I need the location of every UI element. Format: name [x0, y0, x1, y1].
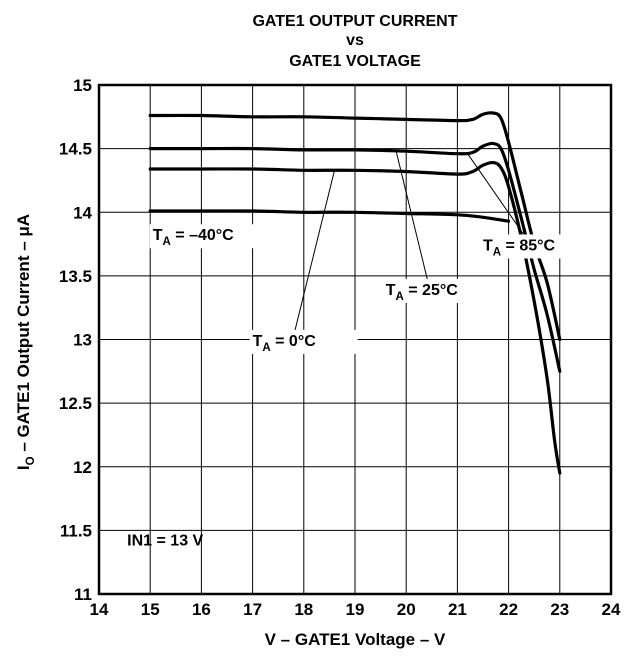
- annotation-label-sub: A: [262, 342, 270, 354]
- annotation-backdrop: [480, 234, 588, 259]
- y-tick-label: 11: [74, 585, 92, 604]
- annotation-label-ann-85: TA = 85°C: [483, 237, 556, 258]
- annotation-label-sub: A: [396, 291, 404, 303]
- annotation-label-sub: A: [493, 246, 501, 258]
- x-tick-label: 21: [448, 600, 467, 619]
- x-tick-labels: 14 15 16 17 18 19 20 21 22 23 24: [90, 600, 621, 619]
- chart-title-line-1: GATE1 OUTPUT CURRENT: [252, 13, 457, 30]
- y-axis-label: IO – GATE1 Output Current – μA: [14, 214, 37, 470]
- y-tick-label: 11.5: [60, 521, 92, 540]
- y-axis-label-main: I: [14, 465, 33, 470]
- x-tick-label: 22: [499, 600, 518, 619]
- x-tick-label: 20: [397, 600, 416, 619]
- y-tick-label: 14: [73, 203, 92, 222]
- annotation-label-main: T: [253, 333, 263, 350]
- annotation-label-ann-0: TA = 0°C: [253, 333, 317, 354]
- annotation-label-rest: = 85°C: [501, 237, 555, 254]
- annotation-label-sub: A: [163, 236, 171, 248]
- series-line-0: [148, 111, 562, 342]
- y-tick-label: 12.5: [59, 394, 92, 413]
- annotations: TA = 85°CTA = 25°CTA = 0°CTA = –40°C: [149, 224, 588, 354]
- chart-title-line-3: GATE1 VOLTAGE: [289, 53, 421, 70]
- y-axis-label-sub: O: [25, 456, 37, 465]
- annotation-label-rest: = 0°C: [271, 333, 317, 350]
- x-tick-label: 23: [550, 600, 569, 619]
- annotation-backdrop: [149, 224, 258, 249]
- annotation-label-rest: = –40°C: [171, 227, 234, 244]
- annotation-label-ann-m40: TA = –40°C: [153, 227, 234, 248]
- x-tick-label: 19: [346, 600, 365, 619]
- y-tick-label: 13: [73, 331, 92, 350]
- annotation-label-main: T: [483, 237, 493, 254]
- annotation-backdrop: [249, 329, 358, 354]
- x-tick-label: 18: [294, 600, 313, 619]
- x-tick-label: 17: [243, 600, 262, 619]
- annotation-pointer-2: [294, 170, 336, 332]
- chart-title-line-2: vs: [346, 32, 364, 49]
- y-tick-label: 13.5: [59, 267, 92, 286]
- y-tick-label: 14.5: [59, 140, 92, 159]
- chart-title: GATE1 OUTPUT CURRENT vs GATE1 VOLTAGE: [252, 13, 457, 70]
- annotation-backdrop: [382, 278, 491, 303]
- annotation-label-rest: = 25°C: [404, 282, 458, 299]
- series-line-3: [148, 209, 511, 223]
- annotation-label-main: T: [153, 227, 163, 244]
- y-tick-label: 15: [73, 76, 92, 95]
- x-tick-label: 14: [90, 600, 109, 619]
- y-tick-labels: 11 11.5 12 12.5 13 13.5 14 14.5 15: [59, 76, 93, 604]
- x-tick-label: 24: [602, 600, 621, 619]
- series-line-2: [148, 160, 562, 475]
- x-tick-label: 15: [141, 600, 160, 619]
- x-tick-label: 16: [192, 600, 211, 619]
- x-axis-label: V – GATE1 Voltage – V: [265, 630, 446, 649]
- condition-label: IN1 = 13 V: [127, 533, 203, 550]
- y-tick-label: 12: [73, 458, 92, 477]
- annotation-label-main: T: [386, 282, 396, 299]
- y-axis-label-rest: – GATE1 Output Current – μA: [14, 214, 33, 456]
- annotation-label-ann-25: TA = 25°C: [386, 282, 459, 303]
- plot-frame: [97, 83, 613, 596]
